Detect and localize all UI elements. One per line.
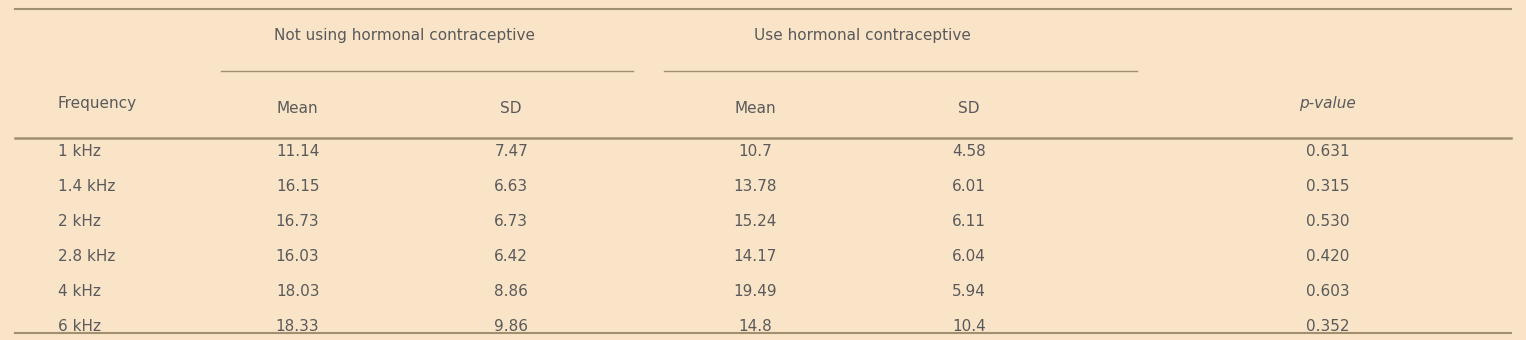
Text: 14.8: 14.8 xyxy=(739,319,772,334)
Text: 0.603: 0.603 xyxy=(1306,284,1349,299)
Text: 2.8 kHz: 2.8 kHz xyxy=(58,249,116,264)
Text: 6.01: 6.01 xyxy=(952,179,986,194)
Text: 6.63: 6.63 xyxy=(494,179,528,194)
Text: 4.58: 4.58 xyxy=(952,144,986,159)
Text: 18.33: 18.33 xyxy=(276,319,319,334)
Text: p-value: p-value xyxy=(1299,96,1357,111)
Text: 9.86: 9.86 xyxy=(494,319,528,334)
Text: 13.78: 13.78 xyxy=(734,179,777,194)
Text: 16.03: 16.03 xyxy=(276,249,319,264)
Text: 6.73: 6.73 xyxy=(494,214,528,229)
Text: 15.24: 15.24 xyxy=(734,214,777,229)
Text: 0.420: 0.420 xyxy=(1306,249,1349,264)
Text: SD: SD xyxy=(501,101,522,116)
Text: 0.352: 0.352 xyxy=(1306,319,1349,334)
Text: 0.631: 0.631 xyxy=(1306,144,1349,159)
Text: 7.47: 7.47 xyxy=(494,144,528,159)
Text: 4 kHz: 4 kHz xyxy=(58,284,101,299)
Text: 18.03: 18.03 xyxy=(276,284,319,299)
Text: 16.15: 16.15 xyxy=(276,179,319,194)
Text: 6.42: 6.42 xyxy=(494,249,528,264)
Text: Mean: Mean xyxy=(276,101,319,116)
Text: Not using hormonal contraceptive: Not using hormonal contraceptive xyxy=(273,28,536,43)
Text: Mean: Mean xyxy=(734,101,777,116)
Text: Use hormonal contraceptive: Use hormonal contraceptive xyxy=(754,28,971,43)
Text: 6.04: 6.04 xyxy=(952,249,986,264)
Text: SD: SD xyxy=(958,101,980,116)
Text: 5.94: 5.94 xyxy=(952,284,986,299)
Text: 19.49: 19.49 xyxy=(734,284,777,299)
Text: 0.530: 0.530 xyxy=(1306,214,1349,229)
Text: 0.315: 0.315 xyxy=(1306,179,1349,194)
Text: 14.17: 14.17 xyxy=(734,249,777,264)
Text: 8.86: 8.86 xyxy=(494,284,528,299)
Text: 1.4 kHz: 1.4 kHz xyxy=(58,179,116,194)
Text: 2 kHz: 2 kHz xyxy=(58,214,101,229)
Text: 6.11: 6.11 xyxy=(952,214,986,229)
Text: 16.73: 16.73 xyxy=(276,214,319,229)
Text: Frequency: Frequency xyxy=(58,96,137,111)
Text: 10.7: 10.7 xyxy=(739,144,772,159)
Text: 6 kHz: 6 kHz xyxy=(58,319,101,334)
Text: 10.4: 10.4 xyxy=(952,319,986,334)
Text: 1 kHz: 1 kHz xyxy=(58,144,101,159)
Text: 11.14: 11.14 xyxy=(276,144,319,159)
